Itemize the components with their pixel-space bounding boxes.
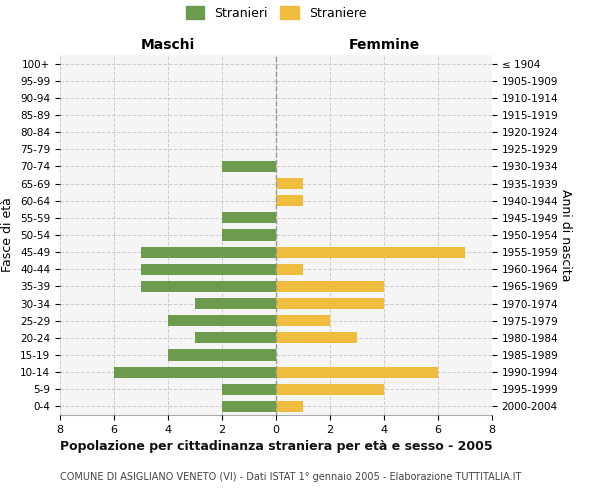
Bar (222, 401, 276, 412)
Bar (276, 315, 330, 326)
Bar (222, 161, 276, 172)
Text: Femmine: Femmine (349, 38, 419, 52)
Legend: Stranieri, Straniere: Stranieri, Straniere (185, 6, 367, 20)
Text: Maschi: Maschi (141, 38, 195, 52)
Text: Popolazione per cittadinanza straniera per età e sesso - 2005: Popolazione per cittadinanza straniera p… (60, 440, 493, 453)
Bar (276, 195, 303, 206)
Bar (168, 315, 276, 326)
Bar (222, 230, 276, 240)
Bar (141, 281, 276, 292)
Bar (114, 366, 276, 378)
Bar (141, 264, 276, 275)
Bar (276, 298, 384, 309)
Y-axis label: Anni di nascita: Anni di nascita (559, 188, 572, 281)
Bar (168, 350, 276, 360)
Bar (195, 298, 276, 309)
Bar (141, 246, 276, 258)
Text: COMUNE DI ASIGLIANO VENETO (VI) - Dati ISTAT 1° gennaio 2005 - Elaborazione TUTT: COMUNE DI ASIGLIANO VENETO (VI) - Dati I… (60, 472, 521, 482)
Bar (276, 178, 303, 189)
Bar (276, 246, 465, 258)
Bar (276, 332, 357, 344)
Bar (276, 281, 384, 292)
Y-axis label: Fasce di età: Fasce di età (1, 198, 14, 272)
Bar (276, 264, 303, 275)
Bar (276, 401, 303, 412)
Bar (222, 384, 276, 395)
Bar (276, 366, 438, 378)
Bar (195, 332, 276, 344)
Bar (276, 384, 384, 395)
Bar (222, 212, 276, 224)
